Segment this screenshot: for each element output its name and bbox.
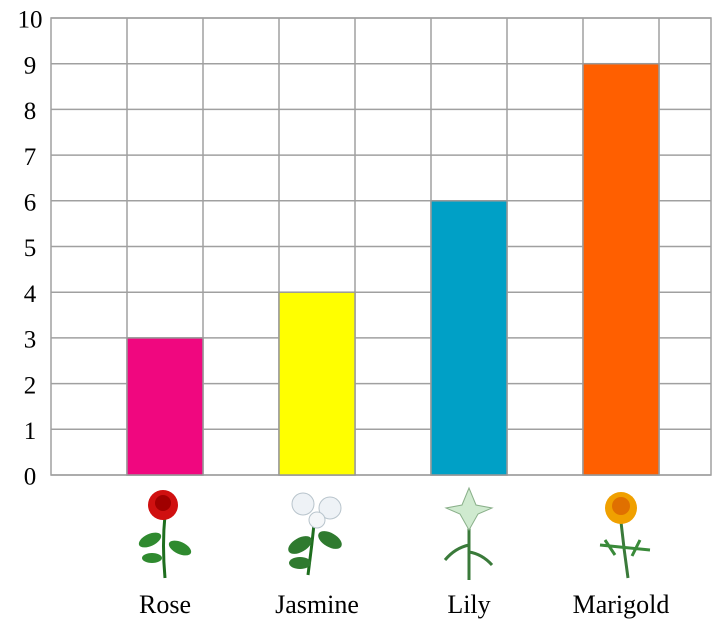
x-tick-label: Marigold bbox=[573, 590, 670, 619]
marigold-icon bbox=[599, 492, 651, 579]
x-tick-label: Rose bbox=[139, 590, 191, 619]
jasmine-icon bbox=[288, 492, 342, 576]
rose-icon bbox=[138, 490, 192, 579]
y-tick-label: 3 bbox=[24, 327, 37, 354]
bar bbox=[126, 337, 204, 476]
bar bbox=[430, 200, 508, 476]
x-tick-label: Jasmine bbox=[275, 590, 359, 619]
y-tick-label: 8 bbox=[24, 98, 37, 125]
y-tick-label: 1 bbox=[24, 418, 37, 445]
flower-icons bbox=[138, 486, 651, 580]
y-tick-label: 7 bbox=[24, 144, 37, 171]
bar bbox=[278, 291, 356, 476]
y-tick-label: 10 bbox=[18, 7, 43, 34]
bar bbox=[582, 62, 660, 476]
lily-icon bbox=[443, 486, 494, 580]
x-tick-label: Lily bbox=[447, 590, 490, 619]
plot-border bbox=[50, 17, 712, 476]
y-tick-label: 9 bbox=[24, 52, 37, 79]
y-tick-label: 6 bbox=[24, 190, 37, 217]
y-tick-label: 2 bbox=[24, 372, 37, 399]
y-tick-label: 4 bbox=[24, 281, 37, 308]
y-tick-label: 0 bbox=[24, 464, 37, 491]
y-tick-label: 5 bbox=[24, 235, 37, 262]
